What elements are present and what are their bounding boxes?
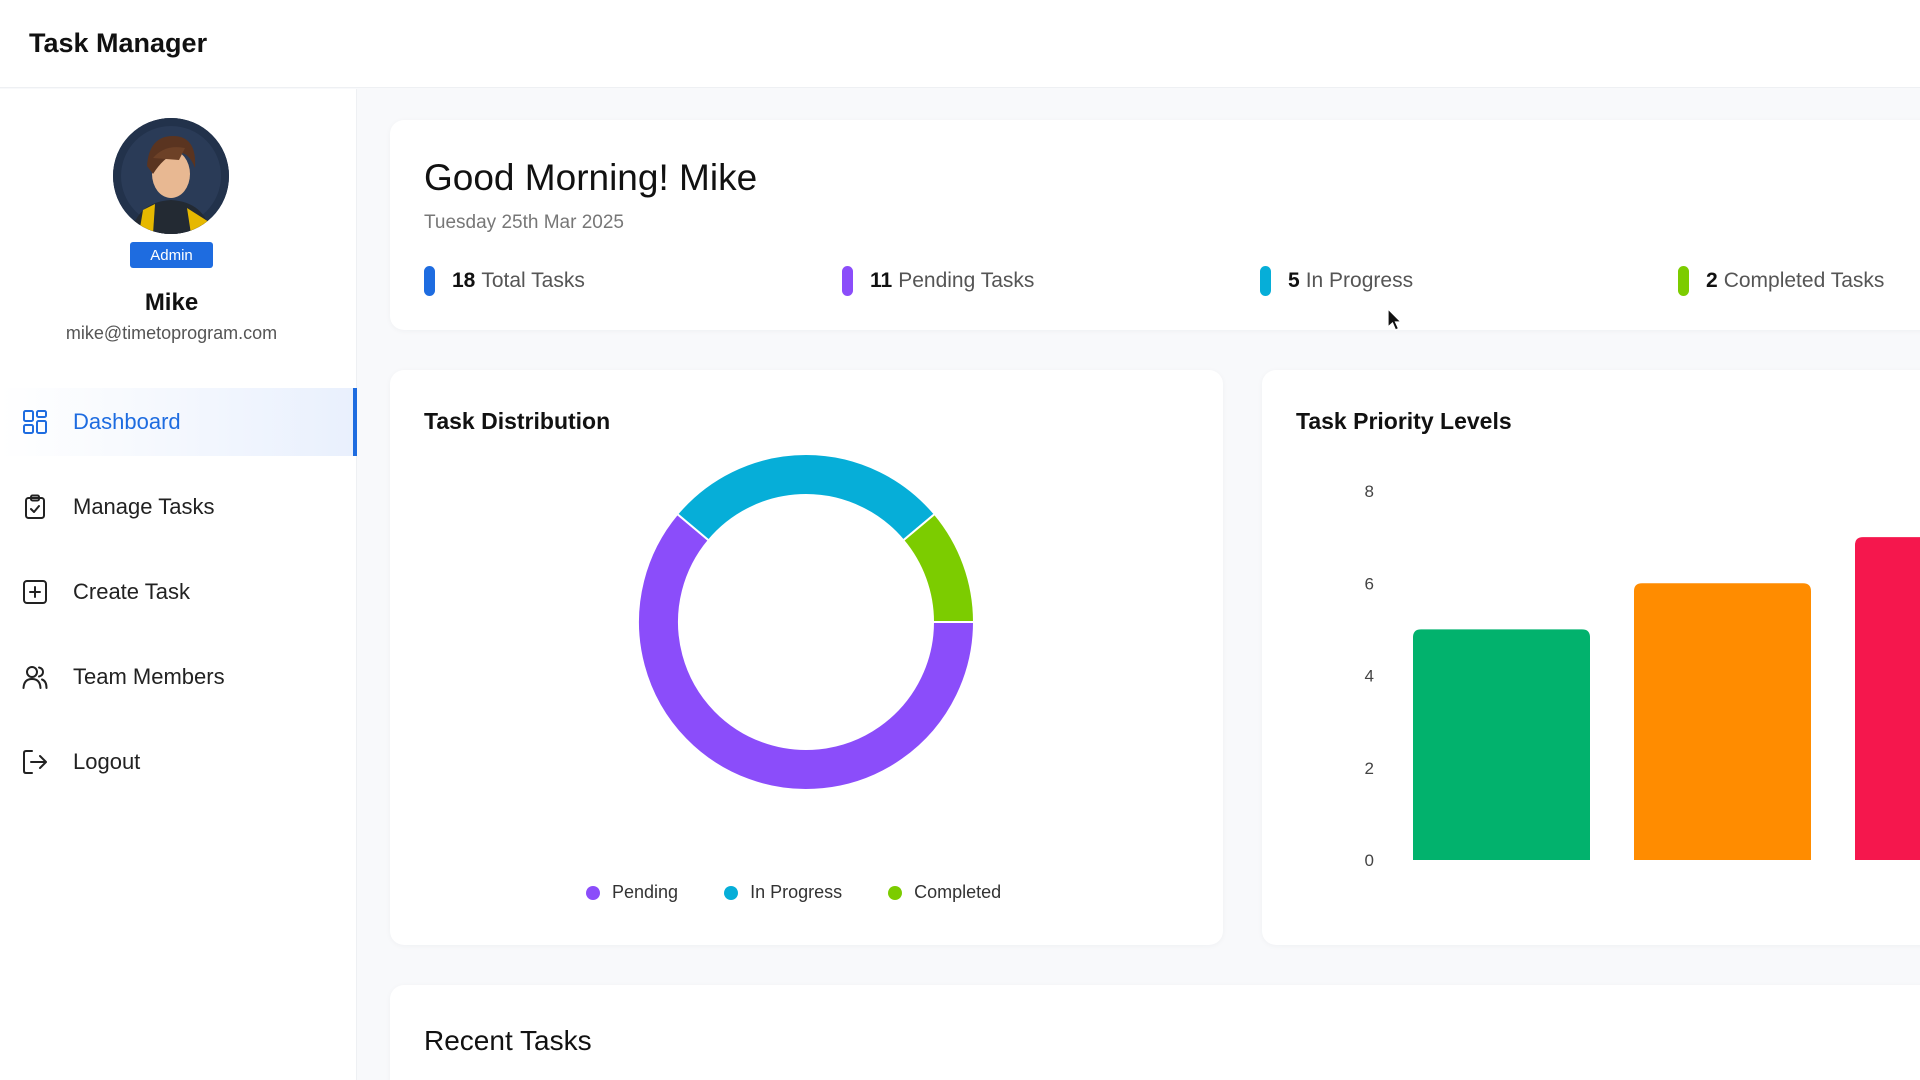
legend-item-completed: Completed (888, 882, 1001, 903)
stat-label: Pending Tasks (898, 269, 1035, 292)
legend-item-pending: Pending (586, 882, 678, 903)
clipboard-check-icon (25, 494, 45, 519)
app-title: Task Manager (29, 28, 208, 58)
donut-slice-pending[interactable] (637, 512, 976, 791)
recent-tasks-card: Recent Tasks (390, 985, 1920, 1080)
sidebar-item-logout[interactable]: Logout (0, 728, 357, 796)
legend-dot (888, 885, 903, 900)
users-icon (22, 666, 48, 689)
sidebar-item-team-members[interactable]: Team Members (0, 643, 357, 711)
stat-total-tasks: 18 Total Tasks (424, 264, 585, 298)
stat-value: 18 (452, 269, 476, 292)
y-tick-label: 2 (1365, 759, 1374, 778)
y-tick-label: 6 (1365, 574, 1374, 593)
current-date: Tuesday 25th Mar 2025 (424, 212, 624, 233)
dashboard-grid-icon (23, 410, 47, 434)
sidebar-item-create-task[interactable]: Create Task (0, 558, 357, 626)
role-badge: Admin (130, 242, 213, 268)
task-priority-bar-chart: 02468LowMediumHigh (1365, 482, 1920, 870)
sidebar-item-label: Create Task (73, 579, 190, 604)
legend-label: Completed (914, 882, 1002, 902)
sidebar-item-label: Team Members (73, 664, 225, 689)
chart-legend: Pending In Progress Completed (586, 882, 1047, 903)
stat-completed-tasks: 2 Completed Tasks (1678, 264, 1884, 298)
recent-tasks-title: Recent Tasks (424, 1025, 592, 1056)
sidebar-item-dashboard[interactable]: Dashboard (0, 388, 357, 456)
avatar-image (113, 118, 229, 234)
task-priority-card: Task Priority Levels 02468LowMediumHigh (1262, 370, 1920, 945)
task-distribution-card: Task Distribution Pending In Progress Co… (390, 370, 1223, 945)
bar-high[interactable] (1855, 537, 1920, 860)
y-tick-label: 0 (1365, 851, 1374, 870)
stat-color-bar (424, 266, 435, 296)
sidebar-item-label: Dashboard (73, 409, 181, 434)
stat-label: In Progress (1305, 269, 1414, 292)
task-distribution-title: Task Distribution (424, 408, 611, 434)
stat-value: 5 (1288, 269, 1300, 292)
top-bar: Task Manager (0, 0, 1920, 88)
stat-label: Total Tasks (481, 269, 585, 292)
donut-slice-in-progress[interactable] (675, 453, 937, 542)
legend-dot (586, 885, 600, 900)
stat-pending-tasks: 11 Pending Tasks (842, 264, 1034, 298)
y-tick-label: 4 (1365, 667, 1374, 686)
stat-color-bar (1678, 266, 1689, 296)
greeting-card: Good Morning! Mike Tuesday 25th Mar 2025… (390, 120, 1920, 330)
y-tick-label: 8 (1365, 482, 1374, 501)
sidebar-item-manage-tasks[interactable]: Manage Tasks (0, 473, 357, 541)
user-email: mike@timetoprogram.com (65, 323, 278, 343)
avatar[interactable] (113, 118, 229, 234)
legend-item-in-progress: In Progress (724, 882, 842, 903)
stat-color-bar (842, 266, 853, 296)
task-priority-title: Task Priority Levels (1296, 408, 1512, 434)
legend-label: In Progress (750, 882, 843, 902)
stat-color-bar (1260, 266, 1271, 296)
sidebar-item-label: Logout (73, 749, 141, 774)
stat-value: 2 (1706, 269, 1718, 292)
plus-square-icon (23, 580, 47, 604)
greeting-title: Good Morning! Mike (424, 157, 758, 198)
task-distribution-donut-chart (637, 453, 976, 791)
bar-low[interactable] (1413, 629, 1590, 860)
legend-label: Pending (612, 882, 679, 902)
sidebar-item-label: Manage Tasks (73, 494, 215, 519)
stat-in-progress: 5 In Progress (1260, 264, 1413, 298)
x-tick-label: Low (1486, 869, 1518, 870)
user-name: Mike (144, 289, 199, 316)
stat-label: Completed Tasks (1723, 269, 1885, 292)
mouse-cursor-icon (1387, 308, 1403, 331)
logout-icon (23, 750, 47, 774)
donut-slice-completed[interactable] (901, 512, 976, 623)
legend-dot (724, 885, 739, 900)
stat-value: 11 (870, 269, 893, 292)
bar-medium[interactable] (1634, 583, 1811, 860)
x-tick-label: Medium (1692, 869, 1752, 870)
